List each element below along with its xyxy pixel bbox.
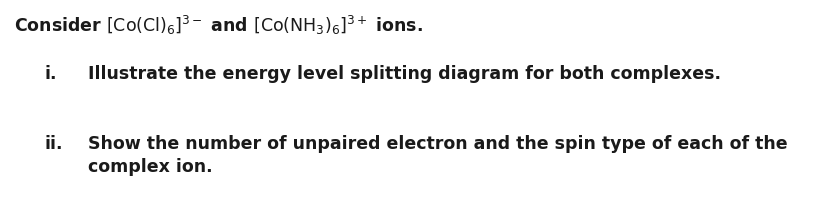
Text: complex ion.: complex ion. bbox=[88, 158, 213, 176]
Text: Show the number of unpaired electron and the spin type of each of the: Show the number of unpaired electron and… bbox=[88, 135, 787, 153]
Text: ii.: ii. bbox=[45, 135, 63, 153]
Text: Consider $[\mathrm{Co(Cl)_6}]^{3-}$ and $[\mathrm{Co(NH_3)_6}]^{3+}$ ions.: Consider $[\mathrm{Co(Cl)_6}]^{3-}$ and … bbox=[14, 14, 423, 37]
Text: Illustrate the energy level splitting diagram for both complexes.: Illustrate the energy level splitting di… bbox=[88, 65, 721, 83]
Text: i.: i. bbox=[45, 65, 58, 83]
